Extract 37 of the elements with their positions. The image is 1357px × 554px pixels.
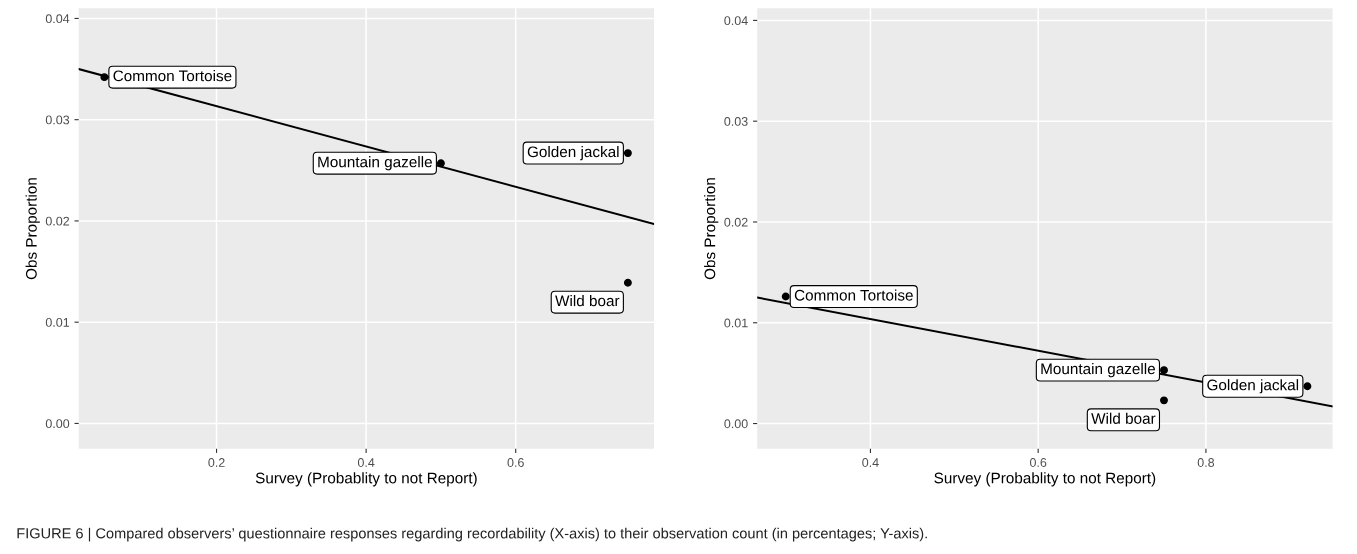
y-tick-label: 0.01 [724, 318, 748, 328]
point [1303, 382, 1312, 391]
point [1160, 366, 1168, 375]
y-tick-label: 0.00 [724, 419, 748, 429]
y-tick-label: 0.00 [45, 419, 70, 429]
point [436, 159, 445, 168]
y-tick-label: 0.04 [45, 14, 70, 24]
point [100, 73, 109, 82]
y-tick-label: 0.03 [724, 116, 748, 126]
point [623, 149, 632, 158]
x-tick-label: 0.2 [208, 458, 225, 467]
y-tick-label: 0.04 [724, 16, 748, 26]
x-tick-label: 0.6 [1029, 458, 1047, 467]
annotation: Common Tortoise [113, 70, 232, 82]
annotation: Common Tortoise [794, 289, 913, 301]
y-axis-title: Obs Proportion [25, 178, 40, 280]
x-axis-title: Survey (Probablity to not Report) [255, 472, 477, 487]
x-tick-label: 0.6 [507, 458, 524, 467]
y-tick-label: 0.02 [45, 216, 70, 226]
point [1160, 396, 1168, 405]
annotation: Wild boar [555, 295, 620, 307]
caption: FIGURE 6 | Compared observers’ questionnaire responses regarding recordability (X-axis) to their observation count (in percentages; Y-axis). [17, 527, 927, 542]
point [781, 292, 790, 301]
annotation: Golden jackal [527, 145, 619, 161]
x-axis-title: Survey (Probablity to not Report) [934, 472, 1156, 487]
y-axis-title: Obs Proportion [704, 178, 719, 280]
y-tick-label: 0.02 [724, 217, 748, 227]
y-tick-label: 0.03 [45, 115, 70, 125]
y-tick-label: 0.01 [45, 317, 70, 327]
point [623, 278, 632, 287]
annotation: Wild boar [1091, 412, 1156, 424]
annotation: Mountain gazelle [318, 156, 432, 171]
x-tick-label: 0.4 [862, 458, 879, 467]
annotation: Mountain gazelle [1041, 363, 1155, 378]
x-tick-label: 0.4 [357, 458, 375, 467]
x-tick-label: 0.8 [1197, 458, 1215, 467]
annotation: Golden jackal [1207, 379, 1299, 394]
